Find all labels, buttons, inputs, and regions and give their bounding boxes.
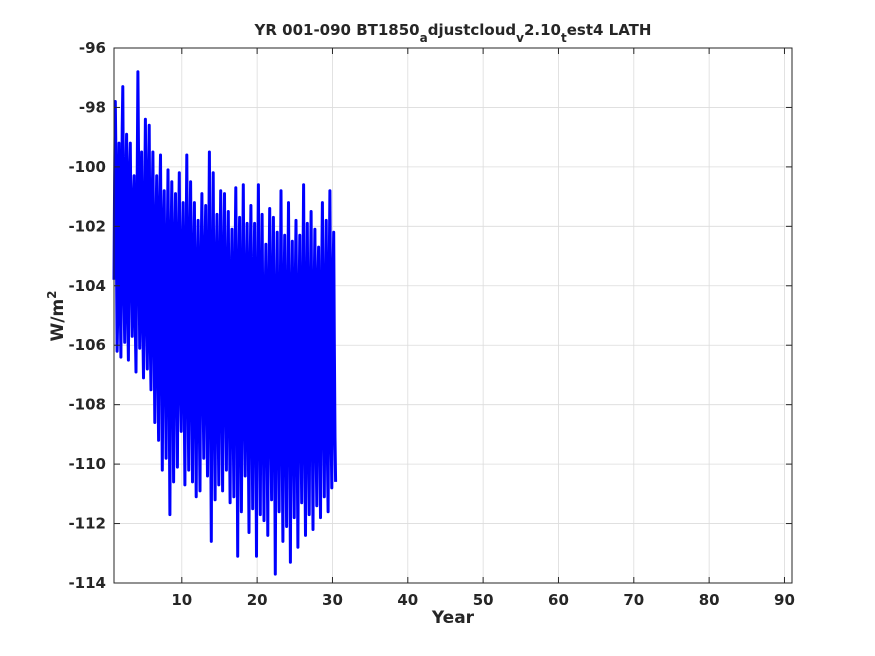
title-part: v <box>516 31 524 45</box>
y-tick-label: -114 <box>68 574 106 592</box>
title-part: est4 LATH <box>567 21 652 39</box>
x-tick-labels: 10 20 30 40 50 60 70 80 90 <box>171 591 795 609</box>
title-part: t <box>561 31 567 45</box>
axes-box <box>113 47 793 584</box>
y-tick-label: -98 <box>79 98 106 116</box>
y-axis-label-base: W/m <box>48 299 68 342</box>
x-tick-label: 10 <box>171 591 192 609</box>
y-tick-label: -110 <box>68 455 106 473</box>
x-tick-label: 40 <box>397 591 418 609</box>
y-tick-label: -106 <box>68 336 106 354</box>
y-tick-label: -104 <box>68 277 106 295</box>
x-tick-label: 90 <box>774 591 795 609</box>
y-tick-label: -96 <box>79 39 106 57</box>
x-tick-label: 60 <box>548 591 569 609</box>
title-part: djustcloud <box>428 21 516 39</box>
x-tick-label: 30 <box>322 591 343 609</box>
x-tick-label: 80 <box>699 591 720 609</box>
x-tick-label: 50 <box>473 591 494 609</box>
x-axis-label: Year <box>431 608 475 628</box>
x-tick-label: 70 <box>623 591 644 609</box>
title-part: 2.10 <box>524 21 561 39</box>
y-tick-label: -100 <box>68 158 106 176</box>
y-tick-label: -112 <box>68 515 106 533</box>
series-layer <box>112 70 338 576</box>
title-part: a <box>420 31 428 45</box>
chart-title: YR 001-090 BT1850adjustcloudv2.10test4 L… <box>254 21 652 45</box>
y-axis-label: W/m2 <box>45 290 68 341</box>
y-tick-label: -102 <box>68 217 106 235</box>
ticks <box>114 47 792 584</box>
y-axis-label-sup: 2 <box>45 290 59 298</box>
series-line <box>112 70 338 576</box>
y-tick-labels: -96 -98 -100 -102 -104 -106 -108 -110 -112 -114 <box>68 39 106 592</box>
y-tick-label: -108 <box>68 396 106 414</box>
x-tick-label: 20 <box>247 591 268 609</box>
title-part: YR 001-090 BT1850 <box>254 21 420 39</box>
